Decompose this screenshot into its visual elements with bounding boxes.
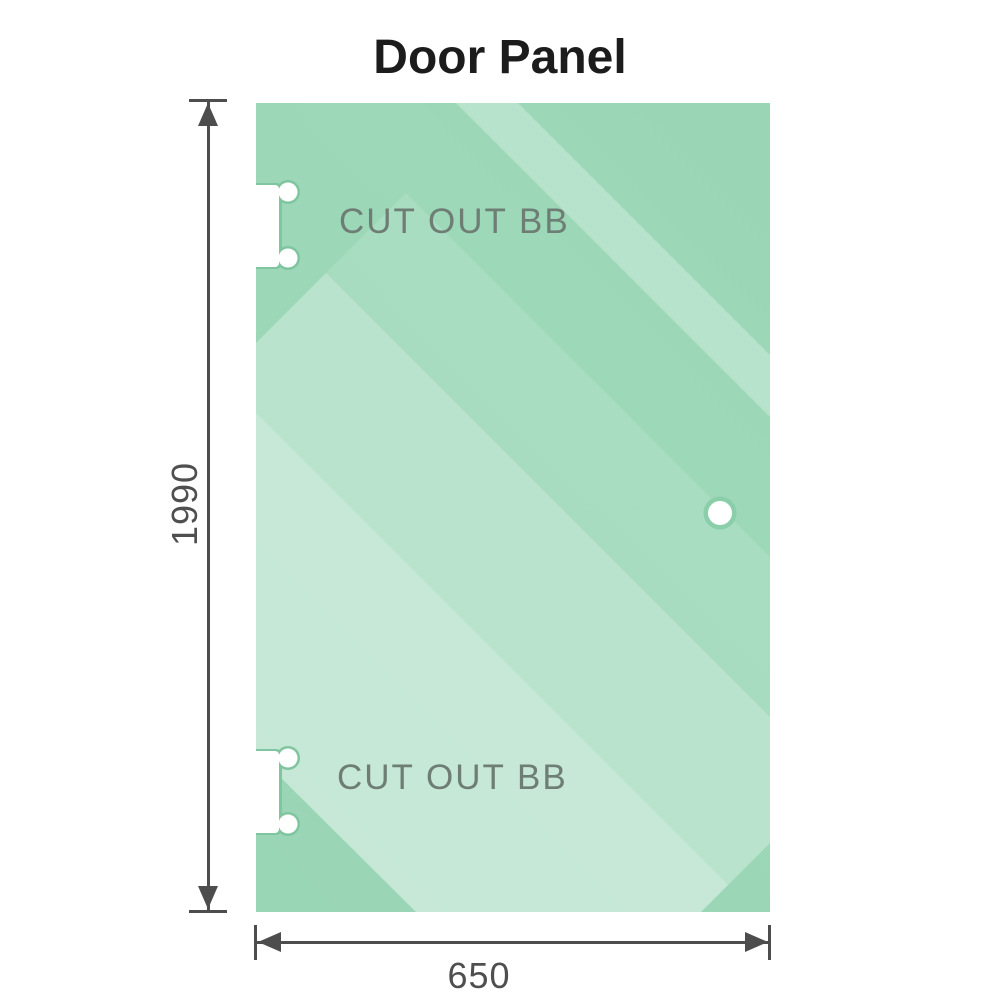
cutout-bottom [256, 746, 300, 836]
handle-hole-icon [703, 496, 737, 530]
height-dim-arrow-up-icon [198, 103, 218, 126]
glass-panel [256, 103, 770, 912]
height-dim-cap-bottom [189, 910, 227, 913]
width-dim-line [257, 941, 768, 944]
width-dim-arrow-left-icon [258, 932, 281, 952]
height-dim-cap-top [189, 99, 227, 102]
cutout-top [256, 180, 300, 270]
cutout-top-label: CUT OUT BB [339, 202, 570, 241]
cutout-bottom-label: CUT OUT BB [337, 758, 568, 797]
height-dim-arrow-down-icon [198, 886, 218, 909]
glass-reflections [256, 103, 770, 912]
page-title: Door Panel [373, 31, 627, 84]
width-dim-tick-right [768, 925, 771, 960]
width-dim-tick-left [254, 925, 257, 960]
height-dimension-label: 1990 [164, 461, 205, 547]
width-dim-arrow-right-icon [745, 932, 768, 952]
glass-surface [256, 103, 770, 912]
width-dimension-label: 650 [447, 955, 511, 996]
height-dim-line [207, 101, 210, 911]
